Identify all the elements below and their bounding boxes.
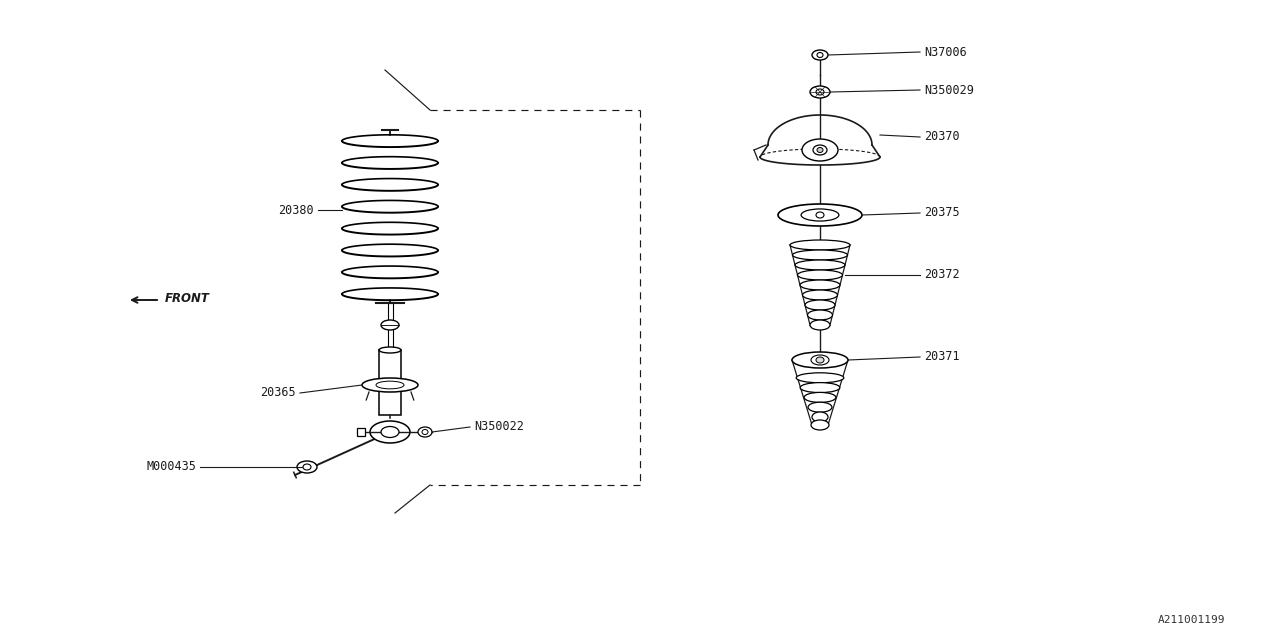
Bar (357, 428, 365, 436)
Ellipse shape (422, 429, 428, 435)
Ellipse shape (297, 461, 317, 473)
Text: 20372: 20372 (924, 269, 960, 282)
Text: N37006: N37006 (924, 45, 966, 58)
Ellipse shape (801, 209, 838, 221)
Ellipse shape (813, 145, 827, 155)
Ellipse shape (381, 426, 399, 438)
Text: M000435: M000435 (146, 461, 196, 474)
Text: 20371: 20371 (924, 351, 960, 364)
Text: N350029: N350029 (924, 83, 974, 97)
Ellipse shape (796, 372, 844, 383)
Ellipse shape (376, 381, 404, 389)
Ellipse shape (362, 378, 419, 392)
Bar (379, 350, 401, 415)
Ellipse shape (797, 270, 842, 280)
Text: A211001199: A211001199 (1157, 615, 1225, 625)
Text: 20370: 20370 (924, 131, 960, 143)
Ellipse shape (808, 402, 832, 412)
Text: 20365: 20365 (260, 387, 296, 399)
Ellipse shape (805, 300, 835, 310)
Ellipse shape (812, 50, 828, 60)
Ellipse shape (812, 420, 829, 430)
Ellipse shape (812, 412, 828, 422)
Ellipse shape (303, 464, 311, 470)
Ellipse shape (817, 52, 823, 58)
Ellipse shape (804, 392, 836, 403)
Ellipse shape (792, 352, 849, 368)
Ellipse shape (817, 212, 824, 218)
Ellipse shape (419, 427, 433, 437)
Ellipse shape (817, 147, 823, 152)
Ellipse shape (778, 204, 861, 226)
Ellipse shape (817, 89, 824, 95)
Text: 20380: 20380 (278, 204, 314, 216)
Text: FRONT: FRONT (165, 292, 210, 305)
Bar (388, 303, 393, 350)
Ellipse shape (800, 383, 840, 392)
Ellipse shape (792, 250, 847, 260)
Ellipse shape (381, 320, 399, 330)
Ellipse shape (803, 139, 838, 161)
Ellipse shape (790, 240, 850, 250)
Ellipse shape (810, 86, 829, 98)
Ellipse shape (812, 355, 829, 365)
Text: N350022: N350022 (474, 420, 524, 433)
Text: 20375: 20375 (924, 207, 960, 220)
Ellipse shape (810, 320, 829, 330)
Ellipse shape (803, 290, 837, 300)
Ellipse shape (370, 421, 410, 443)
Ellipse shape (379, 347, 401, 353)
Ellipse shape (795, 260, 845, 270)
Ellipse shape (800, 280, 840, 290)
Ellipse shape (817, 357, 824, 363)
Ellipse shape (808, 310, 832, 320)
